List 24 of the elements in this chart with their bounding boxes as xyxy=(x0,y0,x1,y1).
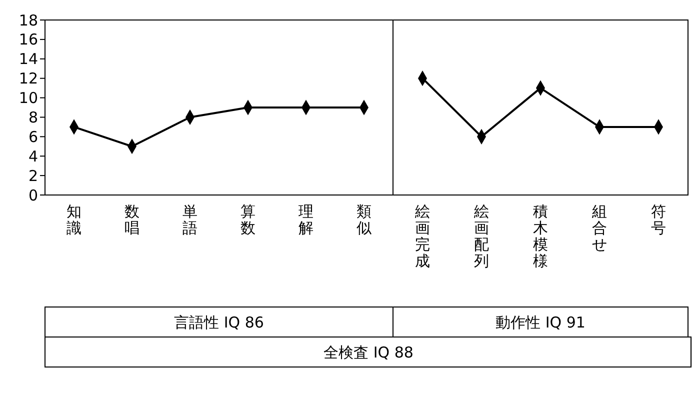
x-tick-label: 類似 xyxy=(356,202,372,237)
x-tick-label: 算数 xyxy=(240,202,256,237)
text: 全検査 IQ 88 xyxy=(324,343,414,362)
y-tick-label: 4 xyxy=(28,147,38,166)
x-axis-title: 言語性 IQ 86 xyxy=(174,313,264,332)
x-tick-label: 積木模様 xyxy=(533,202,548,270)
x-tick-label: 知識 xyxy=(66,202,82,237)
x-tick-label: 理解 xyxy=(298,202,314,237)
x-axis-title: 動作性 IQ 91 xyxy=(496,313,586,332)
x-tick-label: 符号 xyxy=(651,202,666,237)
y-tick-label: 2 xyxy=(28,166,38,185)
x-tick-label: 絵画完成 xyxy=(414,202,430,270)
y-tick-label: 6 xyxy=(28,128,38,146)
x-tick-label: 組合せ xyxy=(591,202,607,254)
y-tick-label: 12 xyxy=(18,70,38,88)
y-tick-label: 8 xyxy=(28,108,38,126)
y-tick-label: 14 xyxy=(18,50,38,68)
x-tick-label: 単語 xyxy=(182,202,198,237)
y-tick-label: 16 xyxy=(18,30,38,49)
x-tick-label: 数唱 xyxy=(124,202,140,237)
y-tick-label: 10 xyxy=(18,89,38,108)
y-tick-label: 18 xyxy=(18,11,38,30)
y-tick-label: 0 xyxy=(28,186,38,204)
x-tick-label: 絵画配列 xyxy=(473,202,489,270)
